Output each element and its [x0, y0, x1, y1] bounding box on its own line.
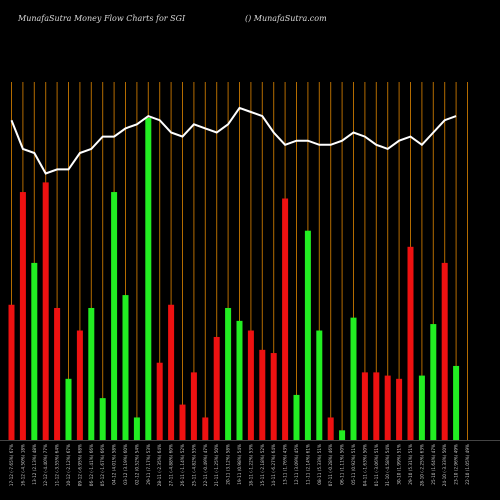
x-tick-label: 03-12 (3.19%) 60% — [123, 444, 128, 485]
bar — [396, 378, 403, 440]
bar — [8, 304, 15, 440]
bar — [54, 307, 61, 440]
bar — [304, 230, 311, 440]
bar — [441, 262, 448, 440]
bar — [122, 295, 129, 440]
x-tick-label: 30-10 (1.99%) 51% — [397, 444, 402, 485]
bar — [327, 417, 334, 440]
bar — [190, 372, 197, 440]
x-tick-label: 29-10 (5.31%) 51% — [408, 444, 413, 485]
x-tick-label: 22-10 (1.05%) 49% — [465, 444, 470, 485]
bar — [247, 330, 254, 440]
bar — [179, 404, 186, 440]
x-tick-label: 27-11 (-4.88%) 60% — [169, 444, 174, 486]
bar — [213, 336, 220, 440]
x-tick-label: 09-12 (-6.95%) 68% — [77, 444, 82, 486]
bar — [156, 362, 163, 440]
bar — [430, 324, 437, 440]
bar — [133, 417, 140, 440]
x-tick-label: 13-12 (2.13%) 48% — [32, 444, 37, 485]
x-tick-label: 18-11 (-1.22%) 53% — [248, 444, 253, 486]
bar — [259, 349, 266, 440]
x-tick-label: 22-11 (-0.49%) 47% — [203, 444, 208, 486]
bar — [88, 307, 95, 440]
bar — [453, 365, 460, 440]
x-tick-label: 13-11 (1.76%) 43% — [283, 444, 288, 485]
bar — [350, 317, 357, 440]
x-tick-label: 25-11 (-4.82%) 55% — [191, 444, 196, 486]
x-tick-label: 17-12 (-7.65%) 67% — [9, 444, 14, 486]
bar — [202, 417, 209, 440]
bar — [19, 192, 26, 440]
bar — [99, 398, 106, 440]
bar — [282, 198, 289, 440]
x-tick-label: 21-11 (-1.25%) 50% — [214, 444, 219, 486]
bar — [65, 378, 72, 440]
x-tick-label: 26-11 (-1.14%) 52% — [180, 444, 185, 486]
bar — [293, 394, 300, 440]
x-tick-label: 06-11 (1.11%) 50% — [340, 444, 345, 485]
bar — [418, 375, 425, 440]
x-tick-label: 04-12 (4.01%) 58% — [112, 444, 117, 485]
bar — [225, 307, 232, 440]
x-tick-label: 04-11 (-1.63%) 50% — [362, 444, 367, 486]
x-tick-label: 14-11 (-6.27%) 64% — [271, 444, 276, 486]
bar — [168, 304, 175, 440]
bar — [236, 320, 243, 440]
x-tick-label: 23-10 (2.96%) 49% — [454, 444, 459, 485]
bar — [145, 118, 152, 440]
x-tick-label: 28-11 (-2.35%) 64% — [157, 444, 162, 486]
x-tick-label: 05-11 (0.92%) 51% — [351, 444, 356, 485]
bar — [31, 262, 38, 440]
bar — [76, 330, 83, 440]
bar — [373, 372, 380, 440]
x-tick-label: 28-10 (-2.25%) 63% — [419, 444, 424, 486]
x-tick-label: 08-11 (5.33%) 51% — [317, 444, 322, 485]
x-tick-label: 25-10 (1.64%) 47% — [431, 444, 436, 485]
bar — [384, 375, 391, 440]
x-tick-label: 05-12 (-1.67%) 66% — [100, 444, 105, 486]
x-tick-label: 20-11 (3.12%) 58% — [226, 444, 231, 485]
x-tick-label: 31-10 (-4.58%) 54% — [385, 444, 390, 486]
x-tick-label: 15-11 (-2.18%) 52% — [260, 444, 265, 486]
x-tick-label: 07-11 (-0.28%) 46% — [328, 444, 333, 486]
x-tick-label: 29-11 (7.17%) 53% — [146, 444, 151, 485]
bar — [111, 192, 118, 440]
x-tick-label: 11-12 (-3.55%) 64% — [55, 444, 60, 486]
x-tick-label: 10-12 (-2.12%) 67% — [66, 444, 71, 486]
x-tick-label: 12-11 (3.09%) 45% — [294, 444, 299, 485]
x-tick-label: 19-11 (0.98%) 54% — [237, 444, 242, 485]
bar — [339, 430, 346, 440]
money-flow-line — [10, 106, 457, 175]
bar — [270, 353, 277, 440]
x-tick-label: 02-12 (0.52%) 54% — [134, 444, 139, 485]
bar — [361, 372, 368, 440]
site-name: () MunafaSutra.com — [245, 14, 327, 23]
x-tick-label: 11-11 (2.14%) 61% — [305, 444, 310, 485]
bar — [42, 182, 49, 440]
x-tick-label: 12-12 (-4.40%) 77% — [43, 444, 48, 486]
x-tick-label: 24-10 (-3.33%) 50% — [442, 444, 447, 486]
x-tick-label: 01-11 (-3.06%) 51% — [374, 444, 379, 486]
bar — [316, 330, 323, 440]
bar — [407, 246, 414, 440]
x-tick-label: 16-12 (-4.50%) 18% — [20, 444, 25, 486]
x-tick-label: 06-12 (-1.41%) 66% — [89, 444, 94, 486]
chart-title: MunafaSutra Money Flow Charts for SGI — [18, 14, 186, 23]
